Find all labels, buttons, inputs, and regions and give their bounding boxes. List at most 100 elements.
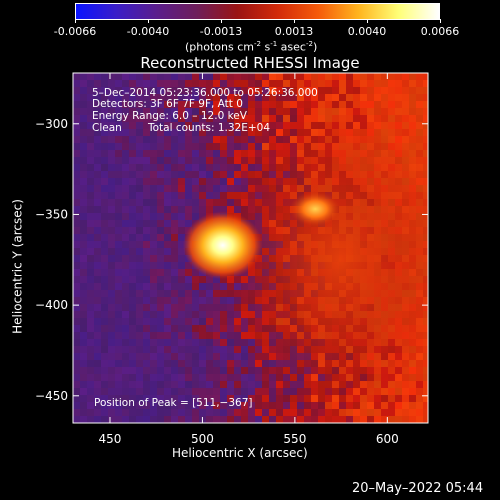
heatmap-cell: [283, 129, 290, 136]
heatmap-cell: [94, 353, 101, 360]
heatmap-cell: [122, 395, 129, 402]
heatmap-cell: [87, 94, 94, 101]
heatmap-cell: [409, 388, 416, 395]
heatmap-cell: [269, 108, 276, 115]
heatmap-cell: [255, 122, 262, 129]
heatmap-cell: [360, 80, 367, 87]
heatmap-cell: [115, 206, 122, 213]
y-tick-label: −350: [35, 207, 68, 221]
heatmap-cell: [395, 136, 402, 143]
heatmap-cell: [129, 381, 136, 388]
heatmap-cell: [87, 157, 94, 164]
heatmap-cell: [423, 122, 428, 129]
heatmap-cell: [409, 122, 416, 129]
heatmap-cell: [199, 199, 206, 206]
heatmap-cell: [178, 346, 185, 353]
heatmap-cell: [80, 409, 87, 416]
heatmap-cell: [276, 122, 283, 129]
heatmap-cell: [136, 206, 143, 213]
heatmap-cell: [87, 290, 94, 297]
heatmap-cell: [108, 129, 115, 136]
heatmap-cell: [213, 150, 220, 157]
heatmap-cell: [164, 73, 171, 80]
heatmap-cell: [227, 395, 234, 402]
heatmap-cell: [185, 416, 192, 423]
heatmap-cell: [409, 101, 416, 108]
heatmap-cell: [283, 115, 290, 122]
heatmap-cell: [143, 171, 150, 178]
heatmap-cell: [409, 395, 416, 402]
heatmap-cell: [381, 108, 388, 115]
x-tick-label: 550: [283, 432, 306, 446]
heatmap-cell: [192, 101, 199, 108]
heatmap-cell: [192, 192, 199, 199]
heatmap-cell: [73, 213, 80, 220]
heatmap-cell: [80, 381, 87, 388]
heatmap-cell: [115, 297, 122, 304]
colorbar-tick-label: 0.0040: [347, 25, 387, 38]
heatmap-cell: [367, 94, 374, 101]
heatmap-cell: [304, 80, 311, 87]
heatmap-cell: [87, 199, 94, 206]
heatmap-cell: [192, 402, 199, 409]
heatmap-cell: [192, 213, 199, 220]
heatmap-cell: [108, 94, 115, 101]
heatmap-cell: [73, 80, 80, 87]
heatmap-cell: [80, 87, 87, 94]
heatmap-cell: [241, 115, 248, 122]
heatmap-cell: [164, 367, 171, 374]
heatmap-cell: [87, 388, 94, 395]
heatmap-cell: [185, 164, 192, 171]
heatmap-cell: [360, 115, 367, 122]
heatmap-cell: [178, 395, 185, 402]
heatmap-cell: [248, 108, 255, 115]
heatmap-cell: [115, 115, 122, 122]
heatmap-cell: [94, 283, 101, 290]
x-tick-label: 500: [191, 432, 214, 446]
heatmap-cell: [409, 136, 416, 143]
heatmap-cell: [73, 108, 80, 115]
heatmap-cell: [248, 360, 255, 367]
heatmap-cell: [227, 332, 234, 339]
heatmap-cell: [129, 234, 136, 241]
heatmap-cell: [143, 213, 150, 220]
heatmap-cell: [80, 185, 87, 192]
heatmap-cell: [101, 192, 108, 199]
heatmap-cell: [297, 87, 304, 94]
heatmap-cell: [255, 360, 262, 367]
heatmap-cell: [318, 108, 325, 115]
heatmap-cell: [94, 262, 101, 269]
heatmap-cell: [87, 269, 94, 276]
heatmap-cell: [185, 395, 192, 402]
heatmap-cell: [94, 269, 101, 276]
heatmap-cell: [108, 227, 115, 234]
heatmap-cell: [304, 402, 311, 409]
heatmap-cell: [276, 101, 283, 108]
heatmap-cell: [101, 136, 108, 143]
heatmap-cell: [87, 101, 94, 108]
heatmap-cell: [136, 402, 143, 409]
heatmap-cell: [143, 248, 150, 255]
heatmap-cell: [374, 122, 381, 129]
heatmap-cell: [255, 101, 262, 108]
heatmap-cell: [192, 416, 199, 423]
heatmap-cell: [101, 213, 108, 220]
heatmap-cell: [241, 94, 248, 101]
heatmap-cell: [171, 318, 178, 325]
heatmap-cell: [192, 353, 199, 360]
heatmap-cell: [87, 402, 94, 409]
heatmap-cell: [115, 185, 122, 192]
heatmap-cell: [416, 73, 423, 80]
heatmap-cell: [108, 115, 115, 122]
heatmap-cell: [157, 164, 164, 171]
heatmap-cell: [220, 129, 227, 136]
heatmap-cell: [150, 381, 157, 388]
heatmap-cell: [164, 255, 171, 262]
heatmap-cell: [122, 255, 129, 262]
heatmap-cell: [73, 101, 80, 108]
heatmap-cell: [283, 108, 290, 115]
heatmap-cell: [234, 395, 241, 402]
x-tick-label: 600: [376, 432, 399, 446]
heatmap-cell: [87, 115, 94, 122]
heatmap-cell: [80, 101, 87, 108]
